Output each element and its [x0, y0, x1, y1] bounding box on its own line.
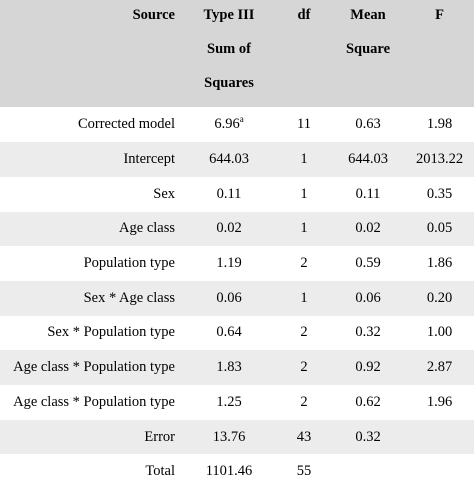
ss-cell: 644.03	[181, 142, 277, 177]
ms-cell: 0.63	[331, 106, 405, 143]
ss-cell: 1.19	[216, 255, 242, 272]
ss-cell: 1101.46	[205, 463, 253, 480]
df-cell: 43	[277, 419, 331, 455]
f-cell: 0.20	[405, 280, 474, 316]
f-cell: 1.96	[426, 393, 453, 410]
source-cell: Population type	[83, 255, 175, 272]
source-cell: Age class	[0, 211, 181, 247]
f-cell	[405, 454, 474, 489]
table-row: Age class 0.02 1 0.02 0.05	[0, 211, 474, 247]
table-row: Age class * Population type 1.83 2 0.92 …	[0, 350, 474, 385]
ms-cell: 0.32	[331, 419, 405, 455]
ms-cell: 644.03	[331, 142, 405, 177]
ms-cell: 0.92	[331, 350, 405, 385]
f-cell: 1.86	[426, 255, 453, 272]
source-cell: Age class * Population type	[0, 350, 181, 385]
df-cell: 1	[277, 211, 331, 247]
ss-cell: 0.64	[216, 324, 242, 341]
ms-cell	[331, 454, 405, 489]
df-cell: 2	[277, 350, 331, 385]
source-cell: Sex	[153, 185, 175, 202]
ss-cell: 0.06	[181, 280, 277, 316]
ss-cell: 6.96a	[181, 106, 277, 143]
df-cell: 1	[277, 280, 331, 316]
df-cell: 1	[277, 142, 331, 177]
header-mean-square: Mean Square	[345, 7, 391, 57]
f-cell: 1.00	[426, 324, 453, 341]
source-cell: Total	[145, 463, 175, 480]
table-row: Intercept 644.03 1 644.03 2013.22	[0, 142, 474, 177]
ss-cell: 0.11	[216, 185, 242, 202]
ms-cell: 0.62	[355, 393, 381, 410]
table-row: Sex * Age class 0.06 1 0.06 0.20	[0, 280, 474, 316]
source-cell: Sex * Age class	[0, 280, 181, 316]
source-cell: Sex * Population type	[47, 324, 175, 341]
table-row: Sex * Population type 0.64 2 0.32 1.00	[0, 316, 474, 351]
df-cell: 2	[300, 324, 308, 341]
ss-cell: 1.25	[216, 393, 242, 410]
f-cell: 0.05	[405, 211, 474, 247]
table-row: Error 13.76 43 0.32	[0, 419, 474, 455]
ms-cell: 0.02	[331, 211, 405, 247]
table-row: Corrected model 6.96a 11 0.63 1.98	[0, 106, 474, 143]
ms-cell: 0.32	[355, 324, 381, 341]
f-cell: 0.35	[426, 185, 453, 202]
ms-cell: 0.11	[355, 185, 381, 202]
table-row: Population type 1.19 2 0.59 1.86	[0, 246, 474, 281]
df-cell: 2	[300, 393, 308, 410]
df-cell: 55	[296, 463, 312, 480]
source-cell: Error	[0, 419, 181, 455]
f-cell: 1.98	[405, 106, 474, 143]
df-cell: 1	[300, 185, 308, 202]
table-row: Sex 0.11 1 0.11 0.35	[0, 177, 474, 212]
header-source: Source	[132, 7, 175, 23]
ms-cell: 0.59	[355, 255, 381, 272]
f-cell	[405, 419, 474, 455]
header-sum-of-squares: Type III Sum of Squares	[203, 7, 255, 91]
ss-cell: 1.83	[181, 350, 277, 385]
ss-cell: 13.76	[181, 419, 277, 455]
f-cell: 2013.22	[405, 142, 474, 177]
source-cell: Intercept	[0, 142, 181, 177]
header-df: df	[297, 7, 311, 23]
df-cell: 11	[277, 106, 331, 143]
ss-cell: 0.02	[181, 211, 277, 247]
table-row: Age class * Population type 1.25 2 0.62 …	[0, 385, 474, 420]
table-row: Total 1101.46 55	[0, 454, 474, 489]
source-cell: Age class * Population type	[13, 393, 175, 410]
header-f: F	[435, 7, 444, 23]
f-cell: 2.87	[405, 350, 474, 385]
source-cell: Corrected model	[0, 106, 181, 143]
footnote-marker: a	[239, 114, 244, 125]
df-cell: 2	[300, 255, 308, 272]
ms-cell: 0.06	[331, 280, 405, 316]
header-row: Source Type III Sum of Squares df Mean S…	[0, 0, 474, 107]
